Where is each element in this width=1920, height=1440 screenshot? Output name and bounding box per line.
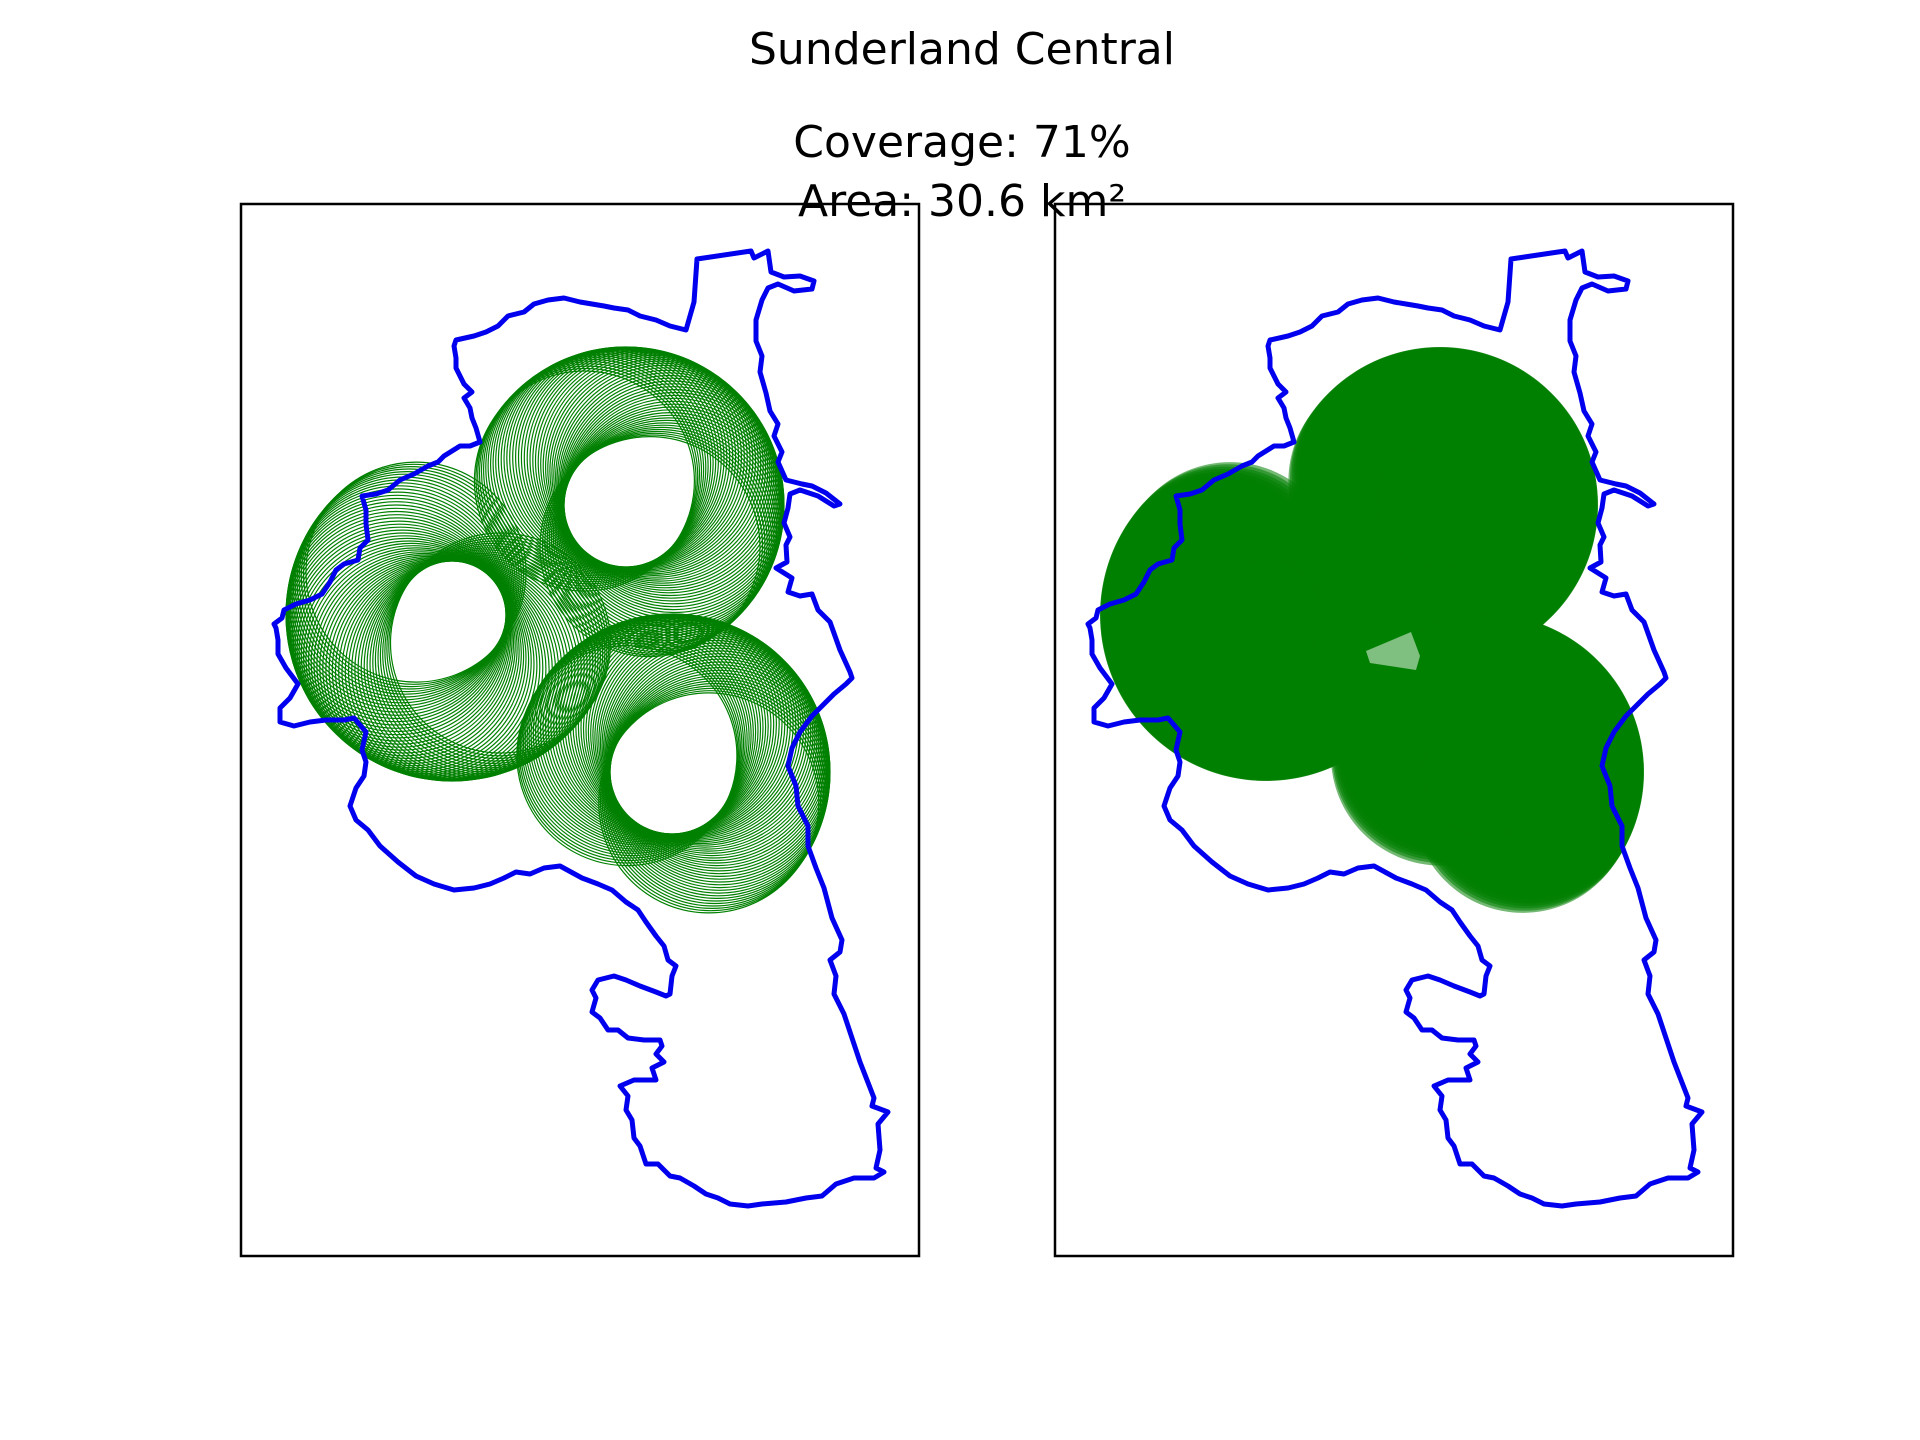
coverage-circle bbox=[542, 354, 764, 576]
coverage-circle bbox=[544, 432, 766, 654]
area-stat: Area: 30.6 km² bbox=[798, 176, 1126, 227]
coverage-circle bbox=[605, 680, 827, 902]
coverage-circle bbox=[572, 614, 794, 836]
coverage-circle bbox=[557, 417, 779, 639]
coverage-circle bbox=[607, 675, 829, 897]
coverage-circle bbox=[606, 677, 828, 900]
coverage-circle bbox=[516, 644, 738, 867]
coverage-circle-outlines bbox=[285, 346, 831, 914]
coverage-circle bbox=[322, 556, 544, 779]
coverage-circle bbox=[602, 685, 825, 907]
coverage-circle bbox=[519, 637, 742, 859]
coverage-circle bbox=[596, 628, 818, 850]
coverage-circle bbox=[577, 616, 800, 838]
coverage-circle bbox=[585, 619, 807, 842]
coverage-circle bbox=[290, 482, 512, 704]
coverage-circle bbox=[313, 552, 535, 775]
coverage-circle bbox=[319, 555, 541, 778]
coverage-circle bbox=[296, 470, 518, 693]
coverage-circle bbox=[288, 485, 510, 707]
coverage-circle bbox=[590, 622, 812, 845]
coverage-circle bbox=[537, 619, 759, 842]
coverage-circle bbox=[532, 349, 754, 571]
coverage-circle bbox=[286, 491, 509, 713]
figure-title: Sunderland Central bbox=[749, 24, 1175, 75]
coverage-circle bbox=[303, 463, 525, 685]
coverage-circle bbox=[599, 632, 822, 854]
coverage-circle bbox=[599, 690, 822, 912]
coverage-circle bbox=[298, 468, 520, 690]
coverage-circle bbox=[537, 351, 759, 573]
coverage-circle bbox=[517, 642, 739, 864]
uncovered-gap bbox=[1366, 632, 1420, 670]
constituency-boundary-right bbox=[1085, 248, 1705, 1209]
coverage-circle bbox=[547, 358, 769, 580]
coverage-circle bbox=[328, 558, 550, 781]
coverage-circle bbox=[556, 369, 778, 591]
coverage-circle bbox=[294, 473, 516, 695]
coverage-circle bbox=[602, 637, 825, 859]
coverage-area-fill bbox=[1100, 347, 1644, 913]
coverage-circle bbox=[552, 424, 774, 646]
coverage-circle bbox=[608, 672, 830, 894]
coverage-circle bbox=[308, 549, 530, 771]
coverage-circle bbox=[598, 692, 820, 914]
coverage-disc bbox=[1412, 692, 1633, 913]
coverage-circle bbox=[526, 347, 748, 569]
coverage-circle bbox=[386, 537, 608, 760]
coverage-circle bbox=[556, 419, 778, 642]
coverage-circle bbox=[575, 615, 797, 837]
coverage-circle bbox=[604, 682, 826, 905]
coverage-stat: Coverage: 71% bbox=[793, 117, 1130, 168]
coverage-circle bbox=[546, 430, 768, 653]
coverage-circle bbox=[305, 461, 527, 683]
constituency-boundary-left bbox=[271, 248, 891, 1209]
panel-left bbox=[239, 202, 921, 1258]
coverage-circle bbox=[300, 542, 522, 765]
coverage-circle bbox=[300, 465, 522, 688]
panel-right bbox=[1053, 202, 1735, 1258]
coverage-circle bbox=[601, 687, 823, 910]
coverage-disc bbox=[1120, 462, 1340, 683]
coverage-circle bbox=[379, 545, 601, 767]
coverage-circle bbox=[287, 488, 509, 710]
